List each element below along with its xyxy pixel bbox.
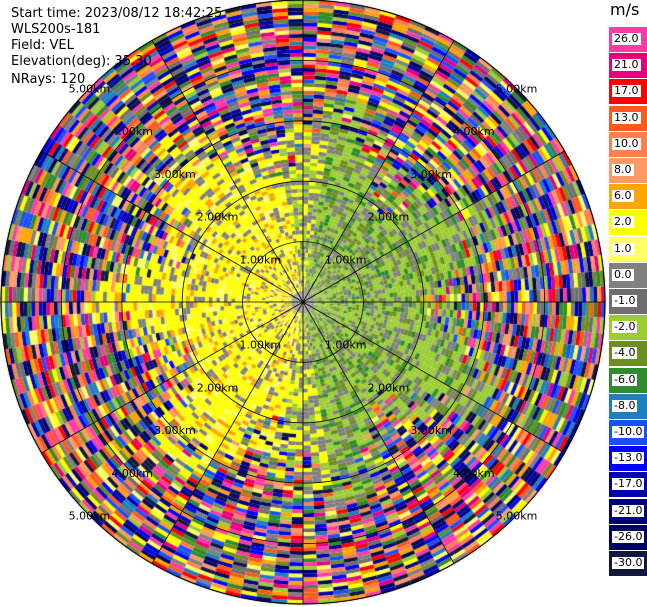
colorbar-tick-label: 0.0 <box>612 267 634 281</box>
colorbar-tick-label: -30.0 <box>612 556 645 569</box>
colorbar-tick-label: -2.0 <box>612 320 638 334</box>
field-text: Field: VEL <box>11 38 74 53</box>
colorbar-tick-label: 21.0 <box>612 58 641 72</box>
colorbar-tick-label: 1.0 <box>612 241 634 255</box>
range-ring-label: 1.00km <box>240 339 282 352</box>
range-ring-label: 4.00km <box>111 125 153 138</box>
range-ring-label: 4.00km <box>111 467 153 480</box>
start-time-text: Start time: 2023/08/12 18:42:25 <box>11 6 223 21</box>
range-ring-label: 3.00km <box>154 424 196 437</box>
instrument-text: WLS200s-181 <box>11 22 101 37</box>
range-ring-label: 5.00km <box>69 82 111 95</box>
colorbar-tick-label: 13.0 <box>612 110 641 124</box>
range-ring-label: 2.00km <box>368 211 410 224</box>
colorbar-tick-label: 26.0 <box>612 32 641 45</box>
range-ring-label: 2.00km <box>368 381 410 394</box>
range-ring-label: 1.00km <box>325 253 367 266</box>
azimuth-spoke <box>151 40 304 303</box>
range-ring-label: 1.00km <box>325 339 367 352</box>
azimuth-spoke <box>302 40 455 303</box>
azimuth-spoke <box>302 301 565 454</box>
azimuth-spoke <box>302 150 565 303</box>
range-ring-label: 3.00km <box>410 424 452 437</box>
colorbar-tick-label: -17.0 <box>612 477 645 491</box>
range-ring-label: 5.00km <box>69 510 111 523</box>
range-ring-label: 1.00km <box>240 253 282 266</box>
azimuth-spoke <box>302 301 455 564</box>
colorbar-tick-label: 6.0 <box>612 189 634 203</box>
azimuth-spoke <box>151 301 304 564</box>
colorbar-tick-label: -13.0 <box>612 451 645 465</box>
range-ring-label: 3.00km <box>410 168 452 181</box>
range-ring-label: 2.00km <box>197 381 239 394</box>
colorbar-tick-label: 17.0 <box>612 84 641 98</box>
colorbar-tick-label: -1.0 <box>612 294 638 307</box>
colorbar-tick-label: 10.0 <box>612 136 641 150</box>
azimuth-spoke <box>41 150 304 303</box>
colorbar-unit: m/s <box>610 0 640 19</box>
azimuth-spoke <box>41 301 304 454</box>
range-ring-label: 2.00km <box>197 211 239 224</box>
colorbar-tick-label: 2.0 <box>612 215 634 229</box>
range-ring-label: 4.00km <box>453 467 495 480</box>
colorbar-tick-label: -10.0 <box>612 425 645 438</box>
range-ring-label: 4.00km <box>453 125 495 138</box>
range-ring-label: 3.00km <box>154 168 196 181</box>
colorbar-tick-label: -6.0 <box>612 372 638 386</box>
colorbar-tick-label: 8.0 <box>612 163 634 176</box>
range-ring-label: 5.00km <box>496 82 538 95</box>
colorbar-tick-label: -4.0 <box>612 346 638 360</box>
nrays-text: NRays: 120 <box>11 72 86 87</box>
colorbar-tick-label: -26.0 <box>612 529 645 543</box>
colorbar-tick-label: -21.0 <box>612 503 645 517</box>
colorbar-tick-label: -8.0 <box>612 398 638 412</box>
range-ring-label: 5.00km <box>496 510 538 523</box>
elevation-text: Elevation(deg): 35.30 <box>11 54 152 69</box>
